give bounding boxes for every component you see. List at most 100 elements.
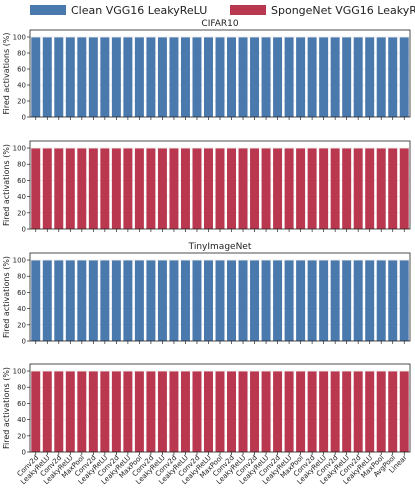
bar — [250, 371, 260, 452]
bar — [319, 371, 329, 452]
bar — [169, 371, 179, 452]
legend-swatch-sponge — [230, 5, 266, 15]
bar — [134, 371, 144, 452]
bar — [342, 371, 352, 452]
bar — [192, 37, 202, 117]
bar — [261, 371, 271, 452]
bar — [123, 37, 133, 117]
bar — [319, 148, 329, 229]
bar — [307, 37, 317, 117]
bar — [88, 37, 98, 117]
bar — [65, 260, 75, 341]
bar — [250, 260, 260, 341]
bar — [238, 260, 248, 341]
bar — [54, 148, 64, 229]
y-tick-label: 20 — [17, 209, 26, 217]
bar — [342, 37, 352, 117]
y-tick-label: 0 — [22, 114, 26, 122]
y-axis-label: Fired activations (%) — [2, 367, 11, 449]
bar — [388, 260, 398, 341]
y-axis-label: Fired activations (%) — [2, 256, 11, 338]
y-tick-label: 80 — [17, 384, 26, 392]
bar — [261, 260, 271, 341]
bar — [54, 371, 64, 452]
legend-label-clean: Clean VGG16 LeakyReLU — [71, 4, 207, 17]
y-axis-label: Fired activations (%) — [2, 144, 11, 226]
y-tick-label: 20 — [17, 98, 26, 106]
bar — [388, 37, 398, 117]
bar — [353, 260, 363, 341]
bar — [192, 148, 202, 229]
bar — [180, 371, 190, 452]
y-tick-label: 40 — [17, 416, 26, 424]
y-tick-label: 40 — [17, 305, 26, 313]
bar — [123, 260, 133, 341]
bar — [296, 260, 306, 341]
bar — [77, 371, 87, 452]
bar — [250, 148, 260, 229]
bar — [342, 148, 352, 229]
bar — [180, 37, 190, 117]
bar — [330, 37, 340, 117]
plot-frame — [29, 140, 411, 230]
y-tick-label: 40 — [17, 193, 26, 201]
bar — [65, 37, 75, 117]
bar — [399, 260, 409, 341]
bar — [192, 260, 202, 341]
legend-label-sponge: SpongeNet VGG16 LeakyReLU — [271, 4, 415, 17]
bar — [399, 371, 409, 452]
y-tick-label: 0 — [22, 226, 26, 234]
bar — [77, 260, 87, 341]
plot-frame — [29, 363, 411, 453]
bar — [42, 148, 52, 229]
y-tick-label: 100 — [13, 368, 26, 376]
bar — [157, 148, 167, 229]
bar — [261, 37, 271, 117]
bar — [284, 260, 294, 341]
y-tick-label: 60 — [17, 66, 26, 74]
bar — [330, 148, 340, 229]
bar — [157, 260, 167, 341]
bar — [296, 37, 306, 117]
bar — [134, 260, 144, 341]
bar — [169, 37, 179, 117]
bar — [146, 371, 156, 452]
bar — [134, 148, 144, 229]
bar — [111, 371, 121, 452]
bar — [146, 37, 156, 117]
bar — [88, 260, 98, 341]
bar — [296, 371, 306, 452]
bar — [215, 260, 225, 341]
legend: Clean VGG16 LeakyReLU SpongeNet VGG16 Le… — [30, 4, 415, 17]
bar — [227, 260, 237, 341]
bar — [365, 260, 375, 341]
bar — [250, 37, 260, 117]
bar — [376, 371, 386, 452]
bar — [180, 148, 190, 229]
bar — [353, 148, 363, 229]
bar — [273, 148, 283, 229]
plot-frame — [29, 29, 411, 118]
bar — [273, 37, 283, 117]
bar — [353, 37, 363, 117]
panel-title: TinyImageNet — [188, 242, 252, 252]
bar — [284, 37, 294, 117]
bar — [215, 371, 225, 452]
bar — [54, 37, 64, 117]
y-tick-label: 80 — [17, 161, 26, 169]
bar — [330, 371, 340, 452]
bar — [353, 371, 363, 452]
bar — [388, 371, 398, 452]
y-tick-label: 0 — [22, 338, 26, 346]
y-tick-label: 60 — [17, 400, 26, 408]
y-tick-label: 80 — [17, 273, 26, 281]
bar — [111, 260, 121, 341]
bar — [203, 371, 213, 452]
bar — [157, 371, 167, 452]
bar — [31, 371, 41, 452]
bar — [146, 148, 156, 229]
y-tick-label: 100 — [13, 34, 26, 42]
